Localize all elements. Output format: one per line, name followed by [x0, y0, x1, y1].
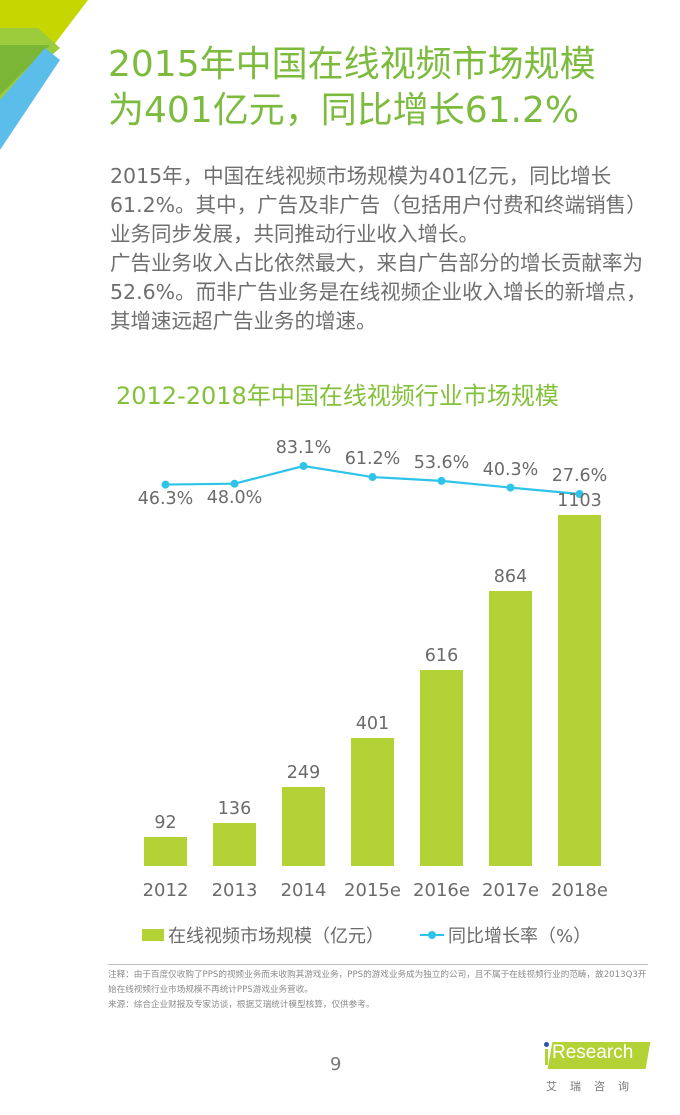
bar-2012 [144, 836, 187, 866]
growth-rate-label: 61.2% [344, 449, 401, 470]
x-axis-label: 2017e [482, 880, 539, 901]
x-axis-label: 2014 [280, 880, 327, 901]
title-line-2: 为401亿元，同比增长61.2% [108, 90, 580, 131]
x-axis-label: 2016e [413, 880, 470, 901]
bar-2018e [558, 515, 601, 866]
line-point-icon [575, 490, 584, 498]
growth-rate-label: 40.3% [482, 459, 539, 480]
line-legend-marker-icon [420, 929, 444, 941]
line-point-icon [299, 462, 308, 470]
bar-value-label: 136 [217, 798, 252, 819]
paragraph-2: 广告业务收入占比依然最大，来自广告部分的增长贡献率为52.6%。而非广告业务是在… [110, 251, 647, 333]
x-axis-label: 2018e [551, 880, 608, 901]
bar-value-label: 1103 [557, 491, 602, 511]
title-line-1: 2015年中国在线视频市场规模 [108, 44, 596, 85]
bar-value-label: 401 [355, 714, 390, 735]
note-text: 注释：由于百度仅收购了PPS的视频业务而未收购其游戏业务，PPS的游戏业务成为独… [108, 970, 647, 995]
bar-legend-swatch-icon [142, 929, 164, 941]
bar-value-label: 249 [286, 762, 321, 783]
page-title: 2015年中国在线视频市场规模 为401亿元，同比增长61.2% [108, 42, 668, 134]
growth-rate-label: 27.6% [551, 466, 608, 486]
chart-legend: 在线视频市场规模（亿元） 同比增长率（%） [142, 922, 591, 948]
line-point-icon [368, 473, 377, 482]
page-number: 9 [330, 1054, 342, 1075]
growth-rate-label: 46.3% [137, 488, 194, 509]
paragraph-1: 2015年，中国在线视频市场规模为401亿元，同比增长61.2%。其中，广告及非… [110, 164, 647, 246]
line-point-icon [506, 483, 515, 492]
growth-rate-label: 83.1% [275, 438, 332, 458]
x-axis-label: 2012 [142, 880, 189, 901]
corner-decoration [0, 0, 88, 150]
bar-2017e [489, 591, 532, 866]
bar-2015e [351, 738, 394, 866]
notes: 注释：由于百度仅收购了PPS的视频业务而未收购其游戏业务，PPS的游戏业务成为独… [108, 968, 653, 1013]
iresearch-logo: Research 艾瑞咨询 [540, 1038, 652, 1098]
body-text: 2015年，中国在线视频市场规模为401亿元，同比增长61.2%。其中，广告及非… [110, 162, 650, 336]
line-point-icon [161, 480, 170, 489]
bar-2013 [213, 822, 256, 866]
x-axis-label: 2013 [211, 880, 258, 901]
source-text: 来源：综合企业财报及专家访谈，根据艾瑞统计模型核算，仅供参考。 [108, 1000, 375, 1010]
logo-i-icon [545, 1049, 548, 1065]
line-point-icon [230, 479, 239, 488]
bar-value-label: 616 [424, 645, 459, 666]
logo-subtitle: 艾瑞咨询 [546, 1080, 642, 1093]
logo-text: Research [552, 1042, 634, 1063]
bar-2016e [420, 669, 463, 866]
bar-value-label: 92 [154, 812, 177, 833]
notes-divider [108, 964, 648, 965]
bar-2014 [282, 786, 325, 866]
chart-title: 2012-2018年中国在线视频行业市场规模 [116, 382, 559, 410]
x-axis-label: 2015e [344, 880, 401, 901]
bar-legend-label: 在线视频市场规模（亿元） [168, 926, 384, 947]
logo-dot-icon [544, 1042, 549, 1047]
growth-rate-label: 48.0% [206, 487, 263, 508]
line-legend-label: 同比增长率（%） [448, 926, 592, 947]
bar-value-label: 864 [493, 567, 528, 588]
line-point-icon [437, 476, 446, 485]
growth-rate-label: 53.6% [413, 452, 470, 473]
